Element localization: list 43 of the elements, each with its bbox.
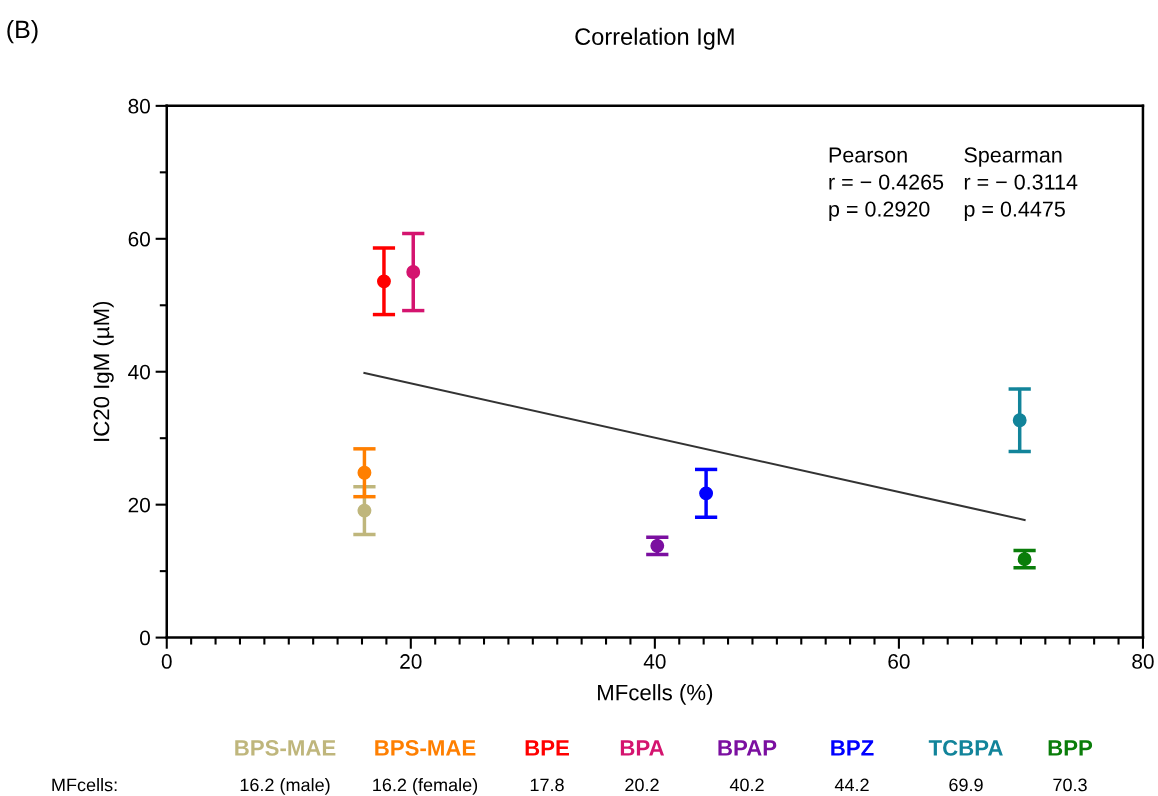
y-axis-title: IC20 IgM (µM) — [93, 301, 114, 441]
text: BPZ — [831, 740, 874, 756]
text: BPE — [525, 740, 569, 756]
point — [406, 265, 421, 279]
annotation: p = 0.4475 — [964, 201, 1065, 221]
x-axis-title: MFcells (%) — [598, 684, 713, 705]
text: 16.2 (male) — [240, 778, 330, 795]
annotation: Pearson — [829, 147, 907, 163]
text: 17.8 — [530, 778, 564, 792]
annotation: Spearman — [964, 147, 1062, 167]
chart-title: Correlation IgM — [575, 27, 734, 50]
x-tick-label: 0 — [161, 654, 172, 669]
x-tick-label: 20 — [400, 654, 422, 669]
text: 16.2 (female) — [373, 778, 478, 795]
annotation: r = − 0.3114 — [964, 174, 1078, 190]
y-tick-label: 60 — [128, 231, 150, 247]
x-tick-label: 80 — [1132, 654, 1154, 669]
text: MFcells: — [52, 778, 117, 792]
text: BPA — [620, 740, 665, 756]
point — [699, 486, 714, 501]
text: 40.2 — [729, 778, 764, 792]
text: BPAP — [718, 740, 777, 756]
point — [377, 274, 391, 289]
text: BPP — [1048, 740, 1093, 756]
text: BPS-MAE — [375, 740, 476, 756]
y-tick-label: 40 — [128, 364, 150, 380]
point — [357, 503, 372, 518]
x-tick-label: 40 — [643, 654, 666, 669]
text: BPS-MAE — [235, 740, 336, 756]
point — [1012, 413, 1027, 428]
text: 44.2 — [834, 778, 869, 792]
point — [357, 465, 372, 480]
text: 70.3 — [1053, 778, 1087, 792]
text: (B) — [7, 19, 38, 44]
y-tick-label: 20 — [128, 497, 150, 513]
annotation: p = 0.2920 — [829, 201, 930, 221]
x-tick-label: 60 — [888, 654, 910, 669]
y-tick-label: 0 — [140, 630, 150, 646]
text: TCBPA — [928, 740, 1003, 756]
annotation: r = − 0.4265 — [829, 174, 944, 190]
y-tick-label: 80 — [128, 98, 150, 114]
text: 20.2 — [625, 778, 659, 792]
text: 69.9 — [949, 778, 983, 792]
